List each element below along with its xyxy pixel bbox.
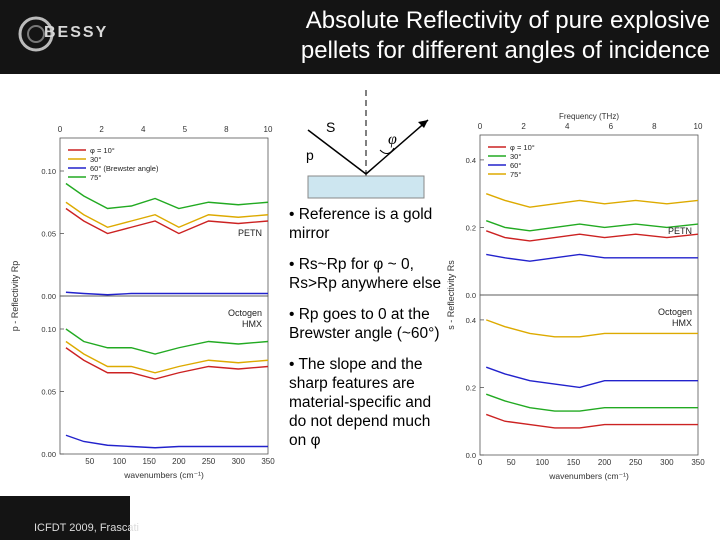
top-tick-label: 10 — [264, 125, 273, 134]
series-line-10 — [485, 413, 698, 429]
series-line-75 — [485, 319, 698, 338]
series-line-60 — [486, 253, 698, 262]
y-tick-label: 0.4 — [466, 156, 476, 165]
top-tick-label: 8 — [224, 125, 229, 134]
x-axis-label: wavenumbers (cm⁻¹) — [548, 471, 629, 481]
reflection-schematic: S p φ — [306, 90, 429, 199]
series-line-10 — [485, 230, 699, 242]
top-tick-label: 5 — [183, 125, 188, 134]
series-line-10 — [65, 207, 269, 235]
series-line-10 — [65, 347, 269, 380]
series-line-30 — [485, 220, 699, 232]
series-line-75 — [65, 182, 269, 210]
top-tick-label: 2 — [521, 122, 526, 131]
bullet-3: • Rp goes to 0 at the Brewster angle (~6… — [289, 306, 440, 342]
panel-name: PETN — [238, 228, 262, 238]
top-tick-label: 2 — [99, 125, 104, 134]
y-tick-label: 0.2 — [466, 383, 476, 392]
series-line-30 — [65, 201, 269, 229]
top-tick-label: 6 — [609, 122, 614, 131]
x-tick-label: 200 — [172, 457, 186, 466]
legend-label: 60° (Brewster angle) — [90, 164, 159, 173]
y-tick-label: 0.0 — [466, 451, 476, 460]
panel-frame — [59, 295, 269, 455]
x-tick-label: 0 — [478, 458, 483, 467]
x-tick-label: 350 — [691, 458, 705, 467]
x-tick-label: 150 — [142, 457, 156, 466]
top-tick-label: 4 — [565, 122, 570, 131]
x-tick-label: 350 — [261, 457, 275, 466]
p-label: p — [306, 147, 314, 163]
x-tick-label: 200 — [598, 458, 612, 467]
x-tick-label: 250 — [202, 457, 216, 466]
y-tick-label: 0.0 — [466, 291, 476, 300]
right-chart: 0 2 4 6 8 10 Frequency (THz) s - Reflectivity R… — [446, 112, 705, 481]
s-label: S — [326, 119, 335, 135]
legend-label: 75° — [510, 170, 521, 179]
y-tick-label: 0.10 — [41, 167, 56, 176]
top-tick-label: 0 — [58, 125, 63, 134]
x-tick-label: 300 — [660, 458, 674, 467]
x-tick-label: 100 — [536, 458, 550, 467]
y-axis-label: s - Reflectivity Rs — [446, 260, 456, 330]
legend-label: 30° — [90, 155, 101, 164]
top-tick-label: 8 — [652, 122, 657, 131]
series-line-60 — [65, 434, 268, 449]
footer-bar — [0, 496, 130, 540]
bessy-logo — [18, 16, 54, 52]
panel-name: Octogen — [658, 307, 692, 317]
y-tick-label: 0.2 — [466, 223, 476, 232]
legend-label: 75° — [90, 173, 101, 182]
header-bar: BESSY Absolute Reflectivity of pure expl… — [0, 0, 720, 74]
series-line-60 — [65, 291, 268, 296]
legend-label: φ = 10° — [90, 146, 115, 155]
panel-subname: HMX — [242, 319, 262, 329]
legend-label: 30° — [510, 152, 521, 161]
logo-text: BESSY — [44, 24, 109, 41]
series-line-30 — [485, 393, 698, 412]
legend-label: 60° — [510, 161, 521, 170]
x-tick-label: 50 — [85, 457, 94, 466]
top-tick-label: 4 — [141, 125, 146, 134]
top-axis-title: Frequency (THz) — [559, 112, 619, 121]
y-tick-label: 0.4 — [466, 316, 476, 325]
top-tick-label: 10 — [694, 122, 703, 131]
x-tick-label: 250 — [629, 458, 643, 467]
y-tick-label: 0.10 — [41, 325, 56, 334]
bullet-1: • Reference is a gold mirror — [289, 206, 433, 242]
panel-frame — [479, 294, 699, 456]
series-line-75 — [485, 193, 699, 208]
bullet-4: • The slope and the sharp features are m… — [289, 356, 432, 449]
panel-name: PETN — [668, 226, 692, 236]
series-line-75 — [65, 328, 269, 355]
legend-label: φ = 10° — [510, 143, 535, 152]
x-tick-label: 150 — [567, 458, 581, 467]
x-tick-label: 300 — [232, 457, 246, 466]
x-tick-label: 100 — [113, 457, 127, 466]
left-chart: 0 2 4 5 8 10 p - Reflectivity Rp 0.00 0.05 0.10 PE… — [10, 125, 275, 480]
x-tick-label: 50 — [507, 458, 516, 467]
bullet-list: • Reference is a gold mirror • Rs~Rp for… — [289, 205, 449, 462]
y-tick-label: 0.05 — [41, 230, 56, 239]
series-line-30 — [65, 340, 269, 374]
y-axis-label: p - Reflectivity Rp — [10, 261, 20, 332]
top-tick-label: 0 — [478, 122, 483, 131]
y-tick-label: 0.05 — [41, 388, 56, 397]
footer-conference: ICFDT 2009, Frascati — [34, 522, 139, 534]
x-axis-label: wavenumbers (cm⁻¹) — [123, 470, 204, 480]
y-tick-label: 0.00 — [41, 292, 56, 301]
panel-name: Octogen — [228, 308, 262, 318]
y-tick-label: 0.00 — [41, 450, 56, 459]
series-line-60 — [485, 366, 698, 389]
bullet-2: • Rs~Rp for φ ~ 0, Rs>Rp anywhere else — [289, 256, 442, 292]
panel-subname: HMX — [672, 318, 692, 328]
slide-title: Absolute Reflectivity of pure explosive … — [300, 7, 710, 64]
phi-label: φ — [388, 131, 397, 148]
